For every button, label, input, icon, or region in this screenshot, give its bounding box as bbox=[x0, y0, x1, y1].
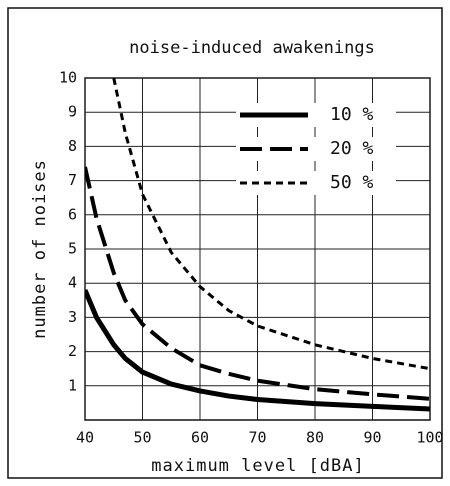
y-tick-label: 4 bbox=[68, 274, 77, 292]
y-tick-label: 10 bbox=[59, 69, 77, 87]
legend-bg bbox=[236, 137, 396, 161]
x-tick-label: 40 bbox=[76, 429, 94, 447]
legend-label: 10 % bbox=[330, 104, 374, 125]
y-axis-label: number of noises bbox=[30, 159, 50, 339]
x-tick-label: 80 bbox=[306, 429, 324, 447]
y-tick-label: 5 bbox=[68, 240, 77, 258]
y-tick-label: 3 bbox=[68, 308, 77, 326]
legend-label: 50 % bbox=[330, 172, 374, 193]
y-tick-label: 6 bbox=[68, 205, 77, 223]
legend-bg bbox=[236, 171, 396, 195]
series-line bbox=[112, 77, 430, 371]
y-tick-label: 9 bbox=[68, 103, 77, 121]
y-tick-label: 7 bbox=[68, 171, 77, 189]
series-line bbox=[85, 289, 430, 412]
legend-label: 20 % bbox=[330, 138, 374, 159]
x-tick-label: 50 bbox=[133, 429, 151, 447]
x-axis-label: maximum level [dBA] bbox=[151, 456, 364, 476]
x-tick-label: 60 bbox=[191, 429, 209, 447]
x-tick-label: 90 bbox=[363, 429, 381, 447]
y-tick-label: 2 bbox=[68, 342, 77, 360]
y-tick-label: 1 bbox=[68, 376, 77, 394]
y-tick-label: 8 bbox=[68, 137, 77, 155]
x-tick-label: 100 bbox=[416, 429, 443, 447]
x-tick-label: 70 bbox=[248, 429, 266, 447]
frame bbox=[7, 7, 443, 479]
series-line bbox=[85, 166, 430, 401]
chart-title: noise-induced awakenings bbox=[129, 38, 375, 58]
